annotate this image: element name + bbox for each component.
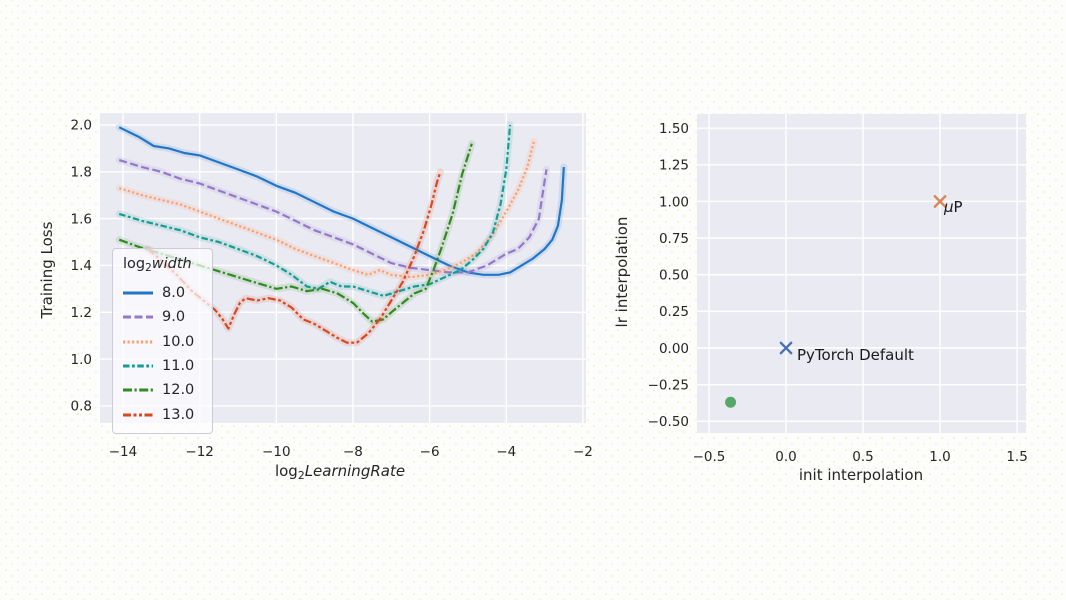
series-line-8.0 [118, 126, 565, 276]
point-label-pytorch-default: PyTorch Default [797, 346, 914, 364]
y-tick-label: 1.2 [71, 305, 92, 321]
legend-line-sample [123, 388, 153, 392]
y-tick-label: 1.50 [659, 121, 689, 137]
point-label-mup: μP [944, 198, 963, 216]
x-tick-label: 0.0 [775, 449, 796, 465]
legend-line-sample [123, 315, 153, 319]
x-tick-label: −14 [109, 444, 138, 460]
series-line-9.0 [118, 159, 548, 274]
y-tick-label: −0.25 [648, 377, 689, 393]
x-tick-label: −12 [185, 444, 214, 460]
x-tick-label: 1.0 [929, 449, 950, 465]
y-tick-label: 1.8 [71, 165, 92, 181]
x-tick-label: 0.5 [852, 449, 873, 465]
scatter-marker-x [779, 341, 793, 355]
y-tick-label: 0.00 [659, 341, 689, 357]
scatter-marker-dot [725, 396, 737, 408]
y-tick-label: 1.00 [659, 194, 689, 210]
left-x-axis-label: log2LearningRate [274, 462, 406, 483]
legend-item-13.0: 13.0 [123, 402, 204, 426]
legend: log2width 8.0 9.0 10.0 11.0 12.0 13.0 [112, 248, 213, 434]
y-tick-label: 1.6 [71, 211, 92, 227]
legend-label: 8.0 [162, 285, 186, 302]
x-tick-label: −6 [420, 444, 440, 460]
legend-label: 12.0 [162, 382, 195, 399]
y-tick-label: 1.25 [659, 158, 689, 174]
y-tick-label: 1.4 [71, 258, 92, 274]
legend-label: 10.0 [162, 333, 195, 350]
interpolation-chart: −0.5 0.0 0.5 1.0 1.5 −0.50 −0.25 0.00 0.25 0.50 0.… [648, 114, 1028, 465]
y-tick-label: −0.50 [648, 414, 689, 430]
series-line-11.0 [118, 124, 512, 297]
legend-line-sample [123, 364, 153, 368]
y-tick-label: 2.0 [71, 118, 92, 134]
legend-label: 11.0 [162, 357, 195, 374]
legend-line-sample [123, 291, 153, 295]
y-tick-label: 0.75 [659, 231, 689, 247]
series-line-10.0 [118, 141, 535, 279]
interpolation-chart-plot-area [697, 114, 1026, 433]
legend-item-11.0: 11.0 [123, 354, 204, 378]
right-y-axis-label: lr interpolation [613, 216, 631, 328]
x-tick-label: −8 [343, 444, 363, 460]
left-y-axis-label: Training Loss [38, 221, 56, 319]
x-tick-label: −2 [573, 444, 593, 460]
legend-line-sample [123, 413, 153, 417]
legend-item-10.0: 10.0 [123, 330, 204, 354]
legend-label: 13.0 [162, 406, 195, 423]
y-tick-label: 0.8 [71, 399, 92, 415]
x-tick-label: −0.5 [693, 449, 726, 465]
legend-label: 9.0 [162, 309, 186, 326]
y-tick-label: 0.50 [659, 268, 689, 284]
x-tick-label: −4 [496, 444, 516, 460]
legend-item-12.0: 12.0 [123, 378, 204, 402]
legend-item-9.0: 9.0 [123, 305, 204, 329]
x-tick-label: −10 [262, 444, 291, 460]
y-tick-label: 1.0 [71, 352, 92, 368]
legend-item-8.0: 8.0 [123, 281, 204, 305]
legend-line-sample [123, 340, 153, 344]
legend-items: 8.0 9.0 10.0 11.0 12.0 13.0 [123, 281, 204, 427]
scatter-marker-x [933, 195, 947, 208]
x-tick-label: 1.5 [1006, 449, 1027, 465]
right-x-axis-label: init interpolation [798, 466, 924, 484]
y-tick-label: 0.25 [659, 304, 689, 320]
legend-title: log2width [123, 256, 192, 274]
series-line-13.0 [147, 171, 442, 344]
